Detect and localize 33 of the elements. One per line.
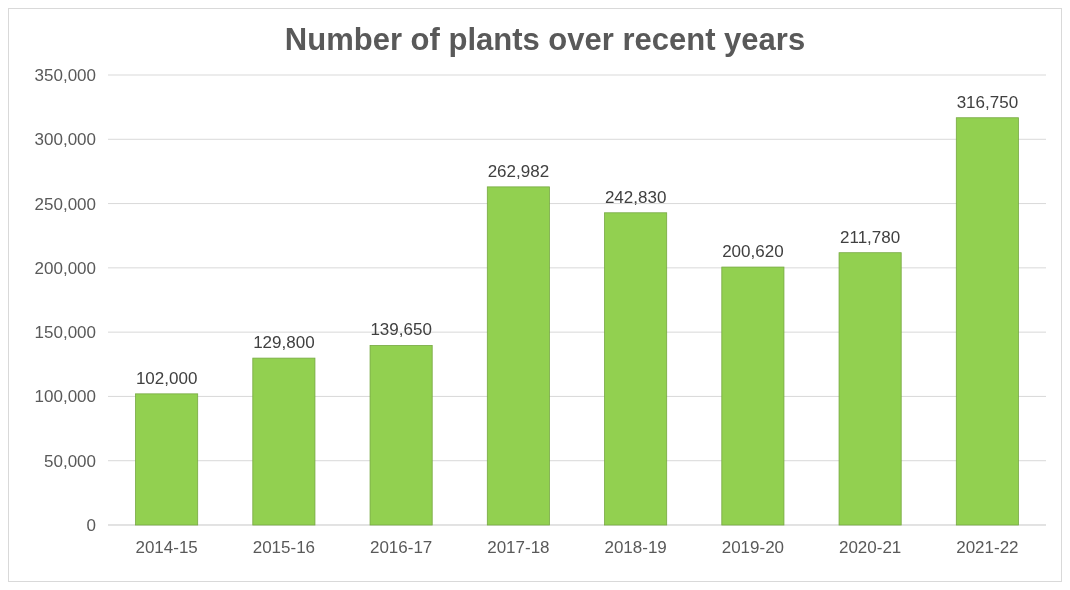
- data-label: 211,780: [840, 227, 901, 247]
- y-tick-label: 100,000: [34, 387, 96, 407]
- data-label: 200,620: [722, 242, 784, 262]
- data-label: 139,650: [370, 320, 432, 340]
- x-tick-label: 2017-18: [487, 538, 550, 557]
- y-tick-label: 300,000: [34, 130, 96, 150]
- y-tick-label: 200,000: [34, 258, 96, 278]
- x-tick-label: 2020-21: [838, 538, 902, 557]
- chart-title: Number of plants over recent years: [284, 22, 806, 57]
- bar: [838, 252, 902, 526]
- bar: [135, 393, 199, 526]
- bar: [604, 212, 668, 526]
- bar: [369, 345, 433, 526]
- bar: [252, 357, 316, 526]
- x-tick-label: 2014-15: [135, 538, 198, 557]
- bar: [955, 117, 1019, 526]
- bar: [721, 266, 785, 526]
- data-label: 316,750: [956, 92, 1019, 112]
- data-label: 129,800: [253, 333, 315, 353]
- data-label: 242,830: [604, 187, 667, 207]
- x-tick-label: 2016-17: [369, 538, 433, 557]
- data-label: 102,000: [135, 368, 198, 388]
- data-label: 262,982: [487, 161, 550, 181]
- x-tick-label: 2018-19: [604, 538, 667, 557]
- x-tick-label: 2019-20: [721, 538, 785, 557]
- y-tick-label: 150,000: [34, 323, 96, 343]
- y-tick-label: 350,000: [34, 65, 96, 85]
- y-tick-label: 0: [86, 515, 96, 535]
- x-tick-label: 2021-22: [956, 538, 1019, 557]
- x-tick-label: 2015-16: [252, 538, 316, 557]
- bar: [486, 186, 550, 526]
- y-tick-label: 250,000: [34, 194, 96, 214]
- y-tick-label: 50,000: [44, 451, 96, 471]
